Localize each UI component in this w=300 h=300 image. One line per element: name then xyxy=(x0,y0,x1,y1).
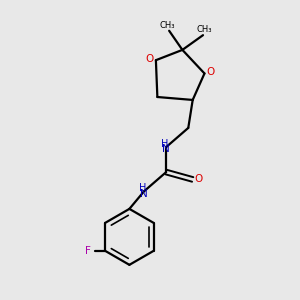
Text: H: H xyxy=(161,139,168,148)
Text: O: O xyxy=(145,54,154,64)
Text: CH₃: CH₃ xyxy=(197,26,212,34)
Text: O: O xyxy=(194,174,203,184)
Text: N: N xyxy=(162,144,170,154)
Text: N: N xyxy=(140,189,148,199)
Text: F: F xyxy=(85,246,91,256)
Text: CH₃: CH₃ xyxy=(160,21,176,30)
Text: O: O xyxy=(207,67,215,77)
Text: H: H xyxy=(139,183,146,193)
